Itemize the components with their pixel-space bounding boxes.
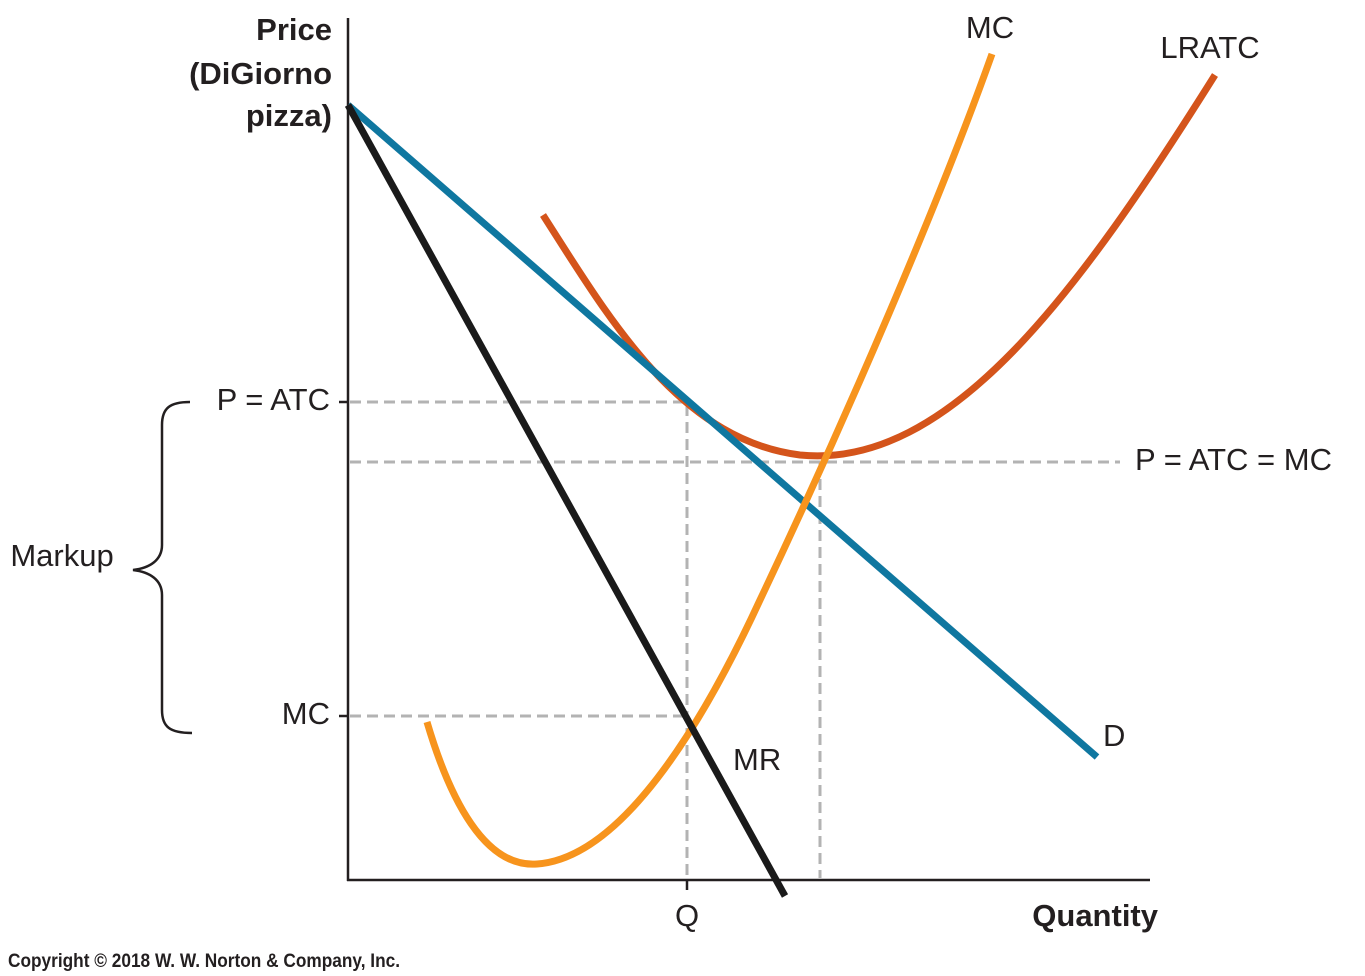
demand-curve xyxy=(345,102,1100,760)
markup-label: Markup xyxy=(10,538,113,573)
lratc-curve xyxy=(540,73,1218,460)
level-label: Q xyxy=(675,898,699,933)
level-label: P = ATC xyxy=(217,382,330,417)
level-label: MC xyxy=(282,696,330,731)
curve-label: MC xyxy=(966,10,1014,45)
y-axis-label: Price xyxy=(256,12,332,47)
curve-label: LRATC xyxy=(1160,30,1259,65)
markup-brace xyxy=(132,400,193,735)
mc-curve xyxy=(423,52,996,868)
curve-label: D xyxy=(1103,718,1125,753)
copyright: Copyright © 2018 W. W. Norton & Company,… xyxy=(8,951,400,972)
x-axis-label: Quantity xyxy=(1032,898,1158,933)
level-label: P = ATC = MC xyxy=(1135,442,1332,477)
y-axis-label: pizza) xyxy=(246,98,332,133)
mr-curve xyxy=(344,103,789,898)
curve-label: MR xyxy=(733,742,781,777)
y-axis-label: (DiGiorno xyxy=(189,56,332,91)
